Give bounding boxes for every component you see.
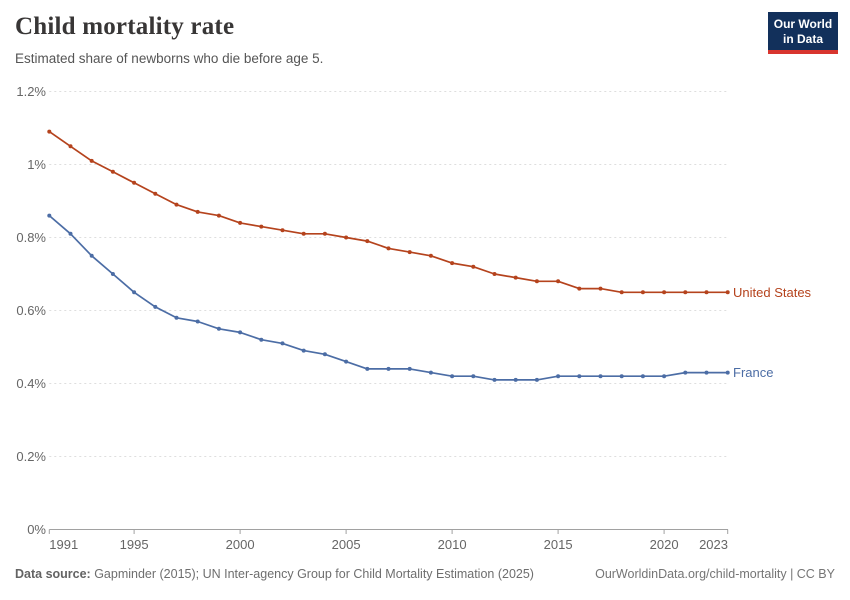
- y-axis-tick-label: 0.6%: [16, 303, 46, 318]
- data-point-france[interactable]: [216, 326, 221, 331]
- data-point-united-states[interactable]: [365, 239, 370, 244]
- data-point-united-states[interactable]: [216, 213, 221, 218]
- data-point-united-states[interactable]: [428, 253, 433, 258]
- chart-subtitle: Estimated share of newborns who die befo…: [15, 51, 324, 66]
- data-point-united-states[interactable]: [110, 169, 115, 174]
- data-point-united-states[interactable]: [301, 231, 306, 236]
- data-point-france[interactable]: [47, 213, 52, 218]
- data-point-united-states[interactable]: [619, 290, 624, 295]
- data-point-france[interactable]: [683, 370, 688, 375]
- data-point-france[interactable]: [68, 231, 73, 236]
- data-point-united-states[interactable]: [259, 224, 264, 229]
- data-source-note: Data source: Gapminder (2015); UN Inter-…: [15, 567, 534, 581]
- y-axis-tick-label: 0.2%: [16, 449, 46, 464]
- y-axis-tick-label: 1%: [27, 157, 46, 172]
- x-axis-tick-label: 2005: [332, 537, 361, 552]
- data-point-united-states[interactable]: [598, 286, 603, 291]
- owid-citation-link[interactable]: OurWorldinData.org/child-mortality | CC …: [595, 567, 835, 581]
- data-point-united-states[interactable]: [450, 261, 455, 266]
- data-point-united-states[interactable]: [153, 191, 158, 196]
- data-point-france[interactable]: [492, 377, 497, 382]
- data-point-france[interactable]: [407, 366, 412, 371]
- data-point-united-states[interactable]: [322, 231, 327, 236]
- data-source-label: Data source:: [15, 567, 91, 581]
- data-point-united-states[interactable]: [492, 272, 497, 276]
- x-axis-tick-label: 1991: [49, 537, 78, 552]
- data-point-united-states[interactable]: [683, 290, 688, 295]
- data-point-france[interactable]: [344, 359, 349, 364]
- data-point-france[interactable]: [322, 352, 327, 357]
- data-source-text: Gapminder (2015); UN Inter-agency Group …: [90, 567, 534, 581]
- data-point-france[interactable]: [195, 319, 200, 324]
- data-point-france[interactable]: [450, 374, 455, 379]
- owid-logo[interactable]: Our World in Data: [768, 12, 838, 54]
- data-point-united-states[interactable]: [725, 290, 730, 295]
- data-point-france[interactable]: [577, 374, 582, 379]
- data-point-france[interactable]: [301, 348, 306, 353]
- data-point-france[interactable]: [725, 370, 730, 375]
- data-point-france[interactable]: [174, 315, 179, 320]
- data-point-united-states[interactable]: [513, 275, 518, 280]
- data-point-united-states[interactable]: [704, 290, 709, 295]
- series-end-label-united-states[interactable]: United States: [733, 285, 812, 300]
- series-line-united-states[interactable]: [48, 130, 729, 294]
- data-point-france[interactable]: [132, 290, 137, 295]
- data-point-france[interactable]: [110, 272, 115, 276]
- data-point-france[interactable]: [238, 330, 243, 335]
- series-end-label-france[interactable]: France: [733, 365, 773, 380]
- series-line-france[interactable]: [48, 214, 729, 381]
- chart-footer: Data source: Gapminder (2015); UN Inter-…: [15, 567, 835, 581]
- data-point-france[interactable]: [428, 370, 433, 375]
- data-point-france[interactable]: [662, 374, 667, 379]
- owid-logo-line2: in Data: [782, 32, 823, 46]
- owid-logo-line1: Our World: [773, 17, 833, 31]
- data-point-france[interactable]: [153, 304, 158, 309]
- x-axis-tick-label: 2015: [544, 537, 573, 552]
- data-point-united-states[interactable]: [174, 202, 179, 207]
- data-point-united-states[interactable]: [662, 290, 667, 295]
- data-point-france[interactable]: [598, 374, 603, 379]
- data-point-united-states[interactable]: [344, 235, 349, 240]
- data-point-united-states[interactable]: [47, 129, 52, 134]
- data-point-united-states[interactable]: [89, 158, 94, 163]
- data-point-france[interactable]: [471, 374, 476, 379]
- data-point-france[interactable]: [619, 374, 624, 379]
- x-axis-tick-label: 2000: [226, 537, 255, 552]
- data-point-france[interactable]: [365, 366, 370, 371]
- data-point-france[interactable]: [259, 337, 264, 342]
- data-point-france[interactable]: [704, 370, 709, 375]
- line-chart-canvas: 0% 0.2% 0.4% 0.6% 0.8% 1% 1.2% 1991 1995 2000 2005…: [16, 84, 812, 552]
- data-point-france[interactable]: [640, 374, 645, 379]
- x-axis-tick-label: 2020: [650, 537, 679, 552]
- data-point-france[interactable]: [534, 377, 539, 382]
- data-point-united-states[interactable]: [386, 246, 391, 251]
- data-point-united-states[interactable]: [238, 220, 243, 225]
- data-point-france[interactable]: [556, 374, 561, 379]
- data-point-united-states[interactable]: [132, 180, 137, 185]
- data-point-france[interactable]: [89, 253, 94, 258]
- data-point-united-states[interactable]: [471, 264, 476, 269]
- data-point-united-states[interactable]: [195, 209, 200, 214]
- x-axis-tick-label: 2010: [438, 537, 467, 552]
- x-axis-tick-label: 2023: [699, 537, 728, 552]
- page-title: Child mortality rate: [15, 13, 235, 40]
- y-axis-tick-label: 0.4%: [16, 376, 46, 391]
- y-axis-tick-label: 0%: [27, 522, 46, 537]
- data-point-united-states[interactable]: [534, 279, 539, 284]
- y-axis-tick-label: 1.2%: [16, 84, 46, 99]
- data-point-france[interactable]: [386, 366, 391, 371]
- y-axis-tick-label: 0.8%: [16, 230, 46, 245]
- data-point-united-states[interactable]: [556, 279, 561, 284]
- data-point-united-states[interactable]: [577, 286, 582, 291]
- data-point-france[interactable]: [513, 377, 518, 382]
- data-point-united-states[interactable]: [407, 250, 412, 255]
- x-axis-tick-label: 1995: [120, 537, 149, 552]
- data-point-united-states[interactable]: [68, 144, 73, 149]
- data-point-france[interactable]: [280, 341, 285, 346]
- data-point-united-states[interactable]: [640, 290, 645, 295]
- data-point-united-states[interactable]: [280, 228, 285, 233]
